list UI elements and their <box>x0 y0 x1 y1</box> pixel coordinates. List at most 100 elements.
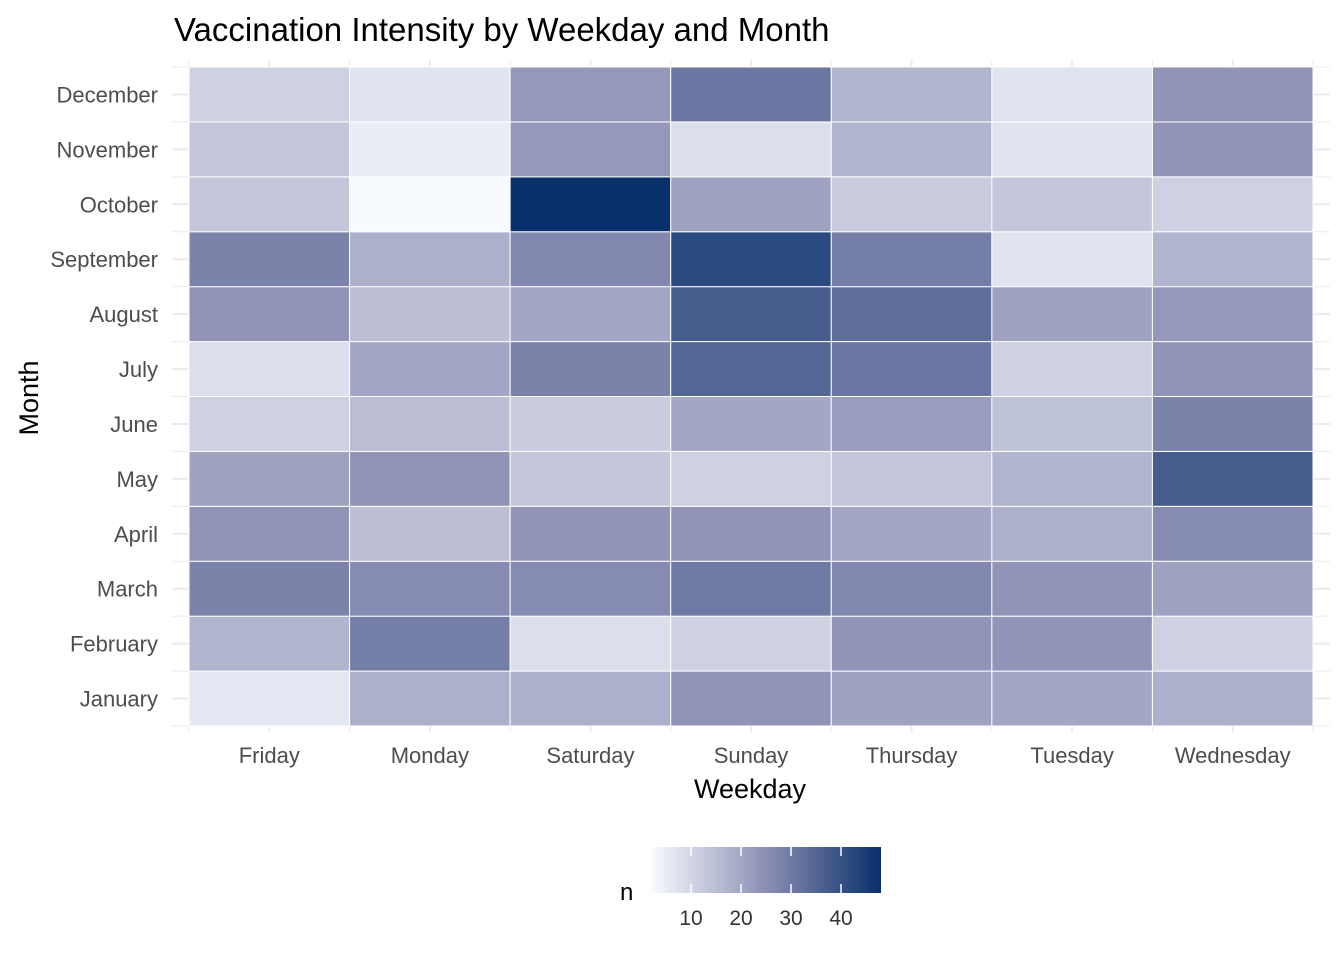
heatmap-cell-august-friday <box>188 286 351 343</box>
heatmap-cell-november-tuesday <box>991 121 1153 178</box>
heatmap-cell-february-saturday <box>509 615 672 672</box>
heatmap-cell-july-saturday <box>509 341 672 398</box>
heatmap-cell-july-sunday <box>670 341 832 398</box>
heatmap-cell-march-sunday <box>670 560 832 617</box>
x-axis-ticks: Friday Monday Saturday Sunday Thursday Tuesda… <box>239 743 1291 768</box>
heatmap-cell-january-tuesday <box>991 670 1153 727</box>
heatmap-cell-november-wednesday <box>1151 121 1314 178</box>
heatmap-cell-may-sunday <box>670 450 832 507</box>
heatmap-cell-october-friday <box>188 176 351 233</box>
heatmap-cell-october-sunday <box>670 176 832 233</box>
heatmap-cell-august-sunday <box>670 286 832 343</box>
x-tick-label: Thursday <box>866 743 958 768</box>
heatmap-cell-october-monday <box>349 176 511 233</box>
y-tick-label: February <box>70 632 158 657</box>
heatmap-cell-august-monday <box>349 286 511 343</box>
heatmap-cell-may-thursday <box>830 450 993 507</box>
legend-tick-label: 30 <box>779 907 802 930</box>
x-tick-label: Monday <box>391 743 469 768</box>
heatmap-cell-march-monday <box>349 560 511 617</box>
heatmap-cell-february-thursday <box>830 615 993 672</box>
legend-title: n <box>620 879 633 906</box>
color-legend: n 10 20 30 40 <box>620 847 881 930</box>
y-axis-title: Month <box>14 360 44 435</box>
heatmap-cell-april-monday <box>349 505 511 562</box>
x-axis-title: Weekday <box>694 774 807 804</box>
x-tick-label: Friday <box>239 743 300 768</box>
legend-tick-label: 40 <box>829 907 852 930</box>
heatmap-cell-january-thursday <box>830 670 993 727</box>
y-tick-label: April <box>114 522 158 547</box>
y-tick-label: July <box>119 357 158 382</box>
heatmap-cell-december-sunday <box>670 66 832 123</box>
x-tick-label: Wednesday <box>1175 743 1291 768</box>
heatmap-cell-december-friday <box>188 66 351 123</box>
heatmap-cell-september-friday <box>188 231 351 288</box>
heatmap-cell-july-friday <box>188 341 351 398</box>
heatmap-cell-june-thursday <box>830 396 993 452</box>
heatmap-cell-october-thursday <box>830 176 993 233</box>
heatmap-cell-december-thursday <box>830 66 993 123</box>
heatmap-cell-july-wednesday <box>1151 341 1314 398</box>
heatmap-cell-december-saturday <box>509 66 672 123</box>
heatmap-cell-september-sunday <box>670 231 832 288</box>
y-axis-ticks: January February March April May June July Augu… <box>50 82 158 711</box>
legend-tick-label: 10 <box>679 907 702 930</box>
heatmap-cell-march-saturday <box>509 560 672 617</box>
heatmap-cell-april-sunday <box>670 505 832 562</box>
heatmap-cell-may-tuesday <box>991 450 1153 507</box>
heatmap-cell-april-wednesday <box>1151 505 1314 562</box>
heatmap-cell-august-saturday <box>509 286 672 343</box>
heatmap-cell-november-thursday <box>830 121 993 178</box>
y-tick-label: December <box>57 82 158 107</box>
heatmap-cells <box>188 66 1314 727</box>
heatmap-cell-march-wednesday <box>1151 560 1314 617</box>
heatmap-cell-december-tuesday <box>991 66 1153 123</box>
heatmap-cell-may-friday <box>188 450 351 507</box>
heatmap-cell-january-saturday <box>509 670 672 727</box>
y-tick-label: August <box>90 302 159 327</box>
heatmap-cell-september-monday <box>349 231 511 288</box>
heatmap-cell-september-wednesday <box>1151 231 1314 288</box>
heatmap-cell-january-sunday <box>670 670 832 727</box>
heatmap-cell-january-friday <box>188 670 351 727</box>
y-tick-label: November <box>57 137 158 162</box>
heatmap-cell-march-tuesday <box>991 560 1153 617</box>
heatmap-cell-october-tuesday <box>991 176 1153 233</box>
heatmap-cell-february-monday <box>349 615 511 672</box>
legend-ticks: 10 20 30 40 <box>679 847 853 930</box>
heatmap-cell-february-sunday <box>670 615 832 672</box>
heatmap-cell-july-thursday <box>830 341 993 398</box>
heatmap-cell-february-friday <box>188 615 351 672</box>
heatmap-cell-june-sunday <box>670 396 832 452</box>
y-tick-label: January <box>80 687 158 712</box>
heatmap-cell-april-thursday <box>830 505 993 562</box>
heatmap-cell-july-tuesday <box>991 341 1153 398</box>
heatmap-cell-august-tuesday <box>991 286 1153 343</box>
y-tick-label: October <box>80 192 158 217</box>
heatmap-cell-february-tuesday <box>991 615 1153 672</box>
heatmap-cell-september-thursday <box>830 231 993 288</box>
heatmap-cell-january-monday <box>349 670 511 727</box>
x-tick-label: Saturday <box>546 743 634 768</box>
heatmap-cell-february-wednesday <box>1151 615 1314 672</box>
heatmap-cell-january-wednesday <box>1151 670 1314 727</box>
heatmap-cell-december-wednesday <box>1151 66 1314 123</box>
heatmap-cell-december-monday <box>349 66 511 123</box>
y-tick-label: March <box>97 577 158 602</box>
heatmap-cell-july-monday <box>349 341 511 398</box>
y-tick-label: June <box>110 412 158 437</box>
heatmap-cell-november-monday <box>349 121 511 178</box>
heatmap-cell-november-friday <box>188 121 351 178</box>
x-tick-label: Tuesday <box>1030 743 1114 768</box>
heatmap-cell-september-saturday <box>509 231 672 288</box>
heatmap-cell-june-friday <box>188 396 351 452</box>
x-tick-label: Sunday <box>714 743 789 768</box>
heatmap-cell-june-saturday <box>509 396 672 452</box>
heatmap-cell-may-saturday <box>509 450 672 507</box>
heatmap-cell-april-saturday <box>509 505 672 562</box>
y-tick-label: May <box>116 467 158 492</box>
heatmap-cell-june-monday <box>349 396 511 452</box>
y-tick-label: September <box>50 247 158 272</box>
